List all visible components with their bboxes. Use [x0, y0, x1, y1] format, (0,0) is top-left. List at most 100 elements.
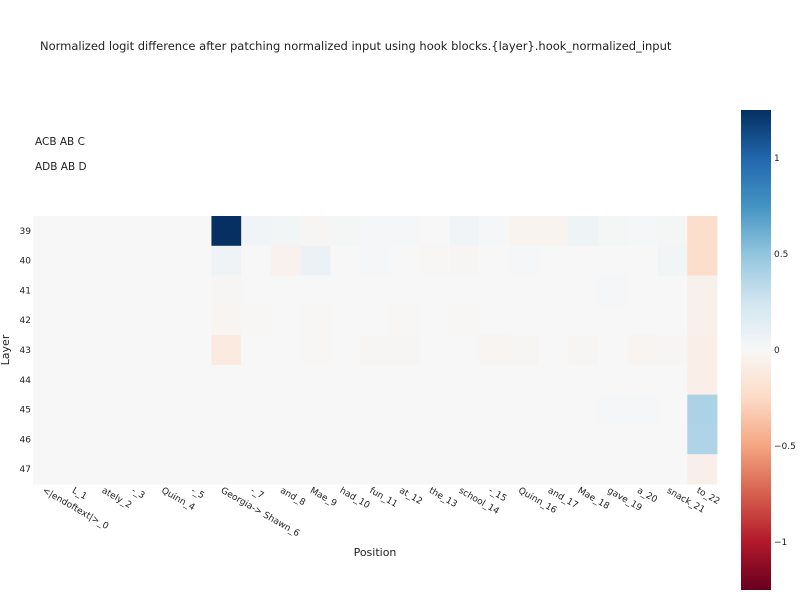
heatmap-cell: [657, 305, 688, 336]
heatmap-cell: [449, 454, 480, 485]
heatmap-cell: [360, 335, 391, 366]
heatmap-cell: [389, 216, 421, 247]
heatmap-cell: [33, 335, 64, 366]
heatmap-cell: [479, 364, 510, 396]
heatmap-cell: [479, 394, 510, 425]
heatmap-cell: [449, 245, 480, 276]
heatmap-cell: [627, 275, 658, 306]
heatmap-cell: [479, 454, 510, 485]
heatmap-cell: [389, 275, 421, 306]
heatmap-cell: [92, 216, 123, 247]
heatmap-cell: [479, 275, 510, 306]
x-tick-label: -_5: [189, 486, 206, 501]
heatmap-cell: [300, 245, 331, 276]
heatmap-cell: [687, 335, 718, 366]
heatmap-cell: [568, 424, 599, 455]
heatmap-cell: [389, 245, 421, 276]
heatmap-cell: [657, 394, 688, 425]
heatmap-cell: [449, 394, 480, 425]
heatmap-cell: [62, 394, 93, 425]
heatmap-cell: [360, 275, 391, 306]
heatmap-cell: [657, 335, 688, 366]
heatmap-cell: [330, 424, 361, 455]
heatmap-cell: [181, 394, 212, 425]
heatmap-cell: [300, 275, 331, 306]
heatmap-cell: [62, 305, 93, 336]
heatmap-cell: [360, 454, 391, 485]
heatmap-cell: [330, 245, 361, 276]
heatmap-cell: [33, 424, 64, 455]
heatmap-cell: [151, 275, 183, 306]
heatmap-cell: [122, 394, 153, 425]
heatmap-cell: [300, 424, 331, 455]
annotation-acb: ACB AB C: [35, 136, 85, 148]
y-tick-label: 40: [20, 257, 32, 267]
heatmap-cell: [151, 364, 183, 396]
heatmap-cell: [538, 216, 569, 247]
heatmap-cell: [538, 275, 569, 306]
heatmap-cell: [627, 216, 658, 247]
heatmap-cell: [270, 364, 302, 396]
heatmap-cell: [62, 216, 93, 247]
heatmap-cell: [389, 424, 421, 455]
heatmap-cell: [449, 335, 480, 366]
heatmap-cell: [657, 454, 688, 485]
heatmap-cell: [687, 216, 718, 247]
heatmap-cell: [598, 335, 629, 366]
heatmap-cell: [538, 454, 569, 485]
x-tick-label: had_10: [338, 486, 372, 511]
y-tick-label: 45: [20, 406, 31, 416]
heatmap-cell: [92, 275, 123, 306]
heatmap-cell: [389, 305, 421, 336]
y-tick-label: 39: [20, 227, 32, 237]
heatmap-cell: [598, 216, 629, 247]
heatmap-cell: [300, 216, 331, 247]
heatmap-cell: [598, 275, 629, 306]
heatmap-cell: [92, 394, 123, 425]
y-axis-label: Layer: [0, 334, 12, 365]
heatmap-cell: [211, 275, 242, 306]
heatmap-cell: [508, 454, 539, 485]
heatmap-cell: [181, 364, 212, 396]
heatmap-cell: [211, 454, 242, 485]
heatmap-cell: [33, 216, 64, 247]
heatmap-cell: [657, 216, 688, 247]
annotation-adb: ADB AB D: [35, 161, 87, 173]
heatmap-cell: [92, 245, 123, 276]
heatmap-cell: [508, 305, 539, 336]
colorbar-tick-label: 0.5: [774, 250, 788, 260]
heatmap-cell: [508, 245, 539, 276]
heatmap-cell: [181, 245, 212, 276]
heatmap-cell: [389, 394, 421, 425]
heatmap-cell: [419, 364, 450, 396]
heatmap-cell: [538, 424, 569, 455]
x-tick-label: -_7: [249, 486, 266, 501]
heatmap-cell: [211, 216, 242, 247]
heatmap-cell: [449, 216, 480, 247]
heatmap-cell: [479, 216, 510, 247]
heatmap-cell: [151, 245, 183, 276]
heatmap-cell: [330, 216, 361, 247]
heatmap-cell: [568, 394, 599, 425]
heatmap-cell: [598, 364, 629, 396]
heatmap-cell: [270, 275, 302, 306]
heatmap-cell: [270, 454, 302, 485]
heatmap-cells: [33, 216, 718, 485]
heatmap-cell: [270, 216, 302, 247]
heatmap-cell: [181, 275, 212, 306]
y-tick-label: 41: [20, 286, 31, 296]
colorbar: [741, 110, 771, 590]
x-tick-label: -_3: [130, 486, 147, 501]
heatmap-cell: [330, 394, 361, 425]
heatmap-cell: [360, 305, 391, 336]
heatmap-cell: [568, 275, 599, 306]
heatmap-cell: [122, 275, 153, 306]
heatmap-cell: [389, 335, 421, 366]
y-axis-ticks: 39 40 41 42 43 44 45 46 47: [20, 227, 32, 475]
heatmap-cell: [151, 335, 183, 366]
heatmap-cell: [181, 335, 212, 366]
heatmap-cell: [33, 305, 64, 336]
heatmap-cell: [419, 245, 450, 276]
heatmap-cell: [538, 364, 569, 396]
